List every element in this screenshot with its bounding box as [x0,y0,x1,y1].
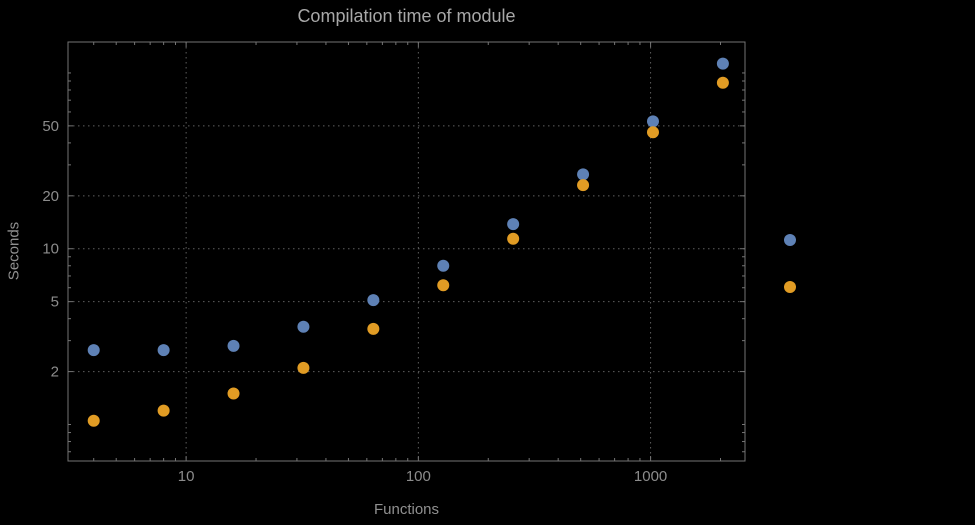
data-point-series-1 [297,320,310,333]
x-tick-label: 10 [178,468,195,485]
data-point-series-2 [507,232,520,245]
x-axis-label: Functions [373,501,440,518]
data-point-series-1 [716,57,729,70]
legend-marker-series-1 [784,234,796,246]
x-tick-label: 1000 [634,468,667,485]
data-point-series-1 [227,339,240,352]
x-tick-label: 100 [406,468,431,485]
data-point-series-1 [157,344,170,357]
data-point-series-1 [87,344,100,357]
data-point-series-2 [227,387,240,400]
y-axis-label: Seconds [5,221,23,281]
data-point-series-1 [577,168,590,181]
y-tick-label: 50 [42,118,59,135]
plot-frame [67,41,746,462]
data-point-series-1 [646,115,659,128]
data-point-series-2 [297,361,310,374]
data-point-series-1 [367,294,380,307]
data-point-series-2 [367,322,380,335]
data-point-series-2 [577,179,590,192]
data-point-series-1 [507,218,520,231]
data-point-series-1 [437,259,450,272]
data-point-series-2 [646,126,659,139]
legend-marker-series-2 [784,281,796,293]
y-tick-label: 2 [51,364,59,381]
data-point-series-2 [437,279,450,292]
y-tick-label: 10 [42,241,59,258]
y-tick-label: 5 [51,294,59,311]
data-point-series-2 [87,414,100,427]
chart-title: Compilation time of module [297,6,516,26]
y-tick-label: 20 [42,188,59,205]
data-point-series-2 [157,404,170,417]
data-point-series-2 [716,76,729,89]
